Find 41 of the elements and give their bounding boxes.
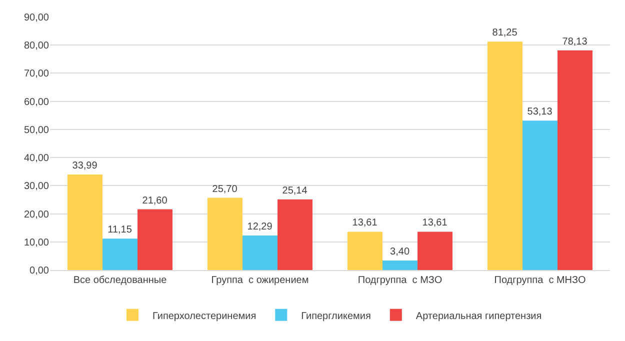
bar [68, 174, 102, 270]
data-label: 13,61 [352, 218, 378, 229]
y-tick-label: 80,00 [24, 40, 50, 52]
bar [278, 199, 312, 270]
legend-label: Гиперхолестеринемия [152, 310, 256, 322]
y-tick-label: 30,00 [24, 181, 50, 192]
data-label: 21,60 [142, 195, 168, 206]
bar [348, 232, 382, 270]
x-tick-label: Все обследованные [73, 275, 168, 286]
y-tick-label: 40,00 [24, 153, 50, 164]
data-label: 3,40 [390, 246, 410, 258]
y-tick-label: 50,00 [24, 124, 50, 136]
x-tick-label: Подгруппа с МНЗО [494, 275, 586, 286]
bar [208, 198, 242, 270]
bar [242, 235, 278, 270]
data-label: 25,70 [212, 184, 238, 195]
bar [522, 120, 558, 270]
bar [382, 260, 418, 270]
y-tick-label: 20,00 [24, 209, 50, 220]
y-tick-label: 60,00 [24, 96, 50, 108]
bar [488, 42, 522, 270]
bar [102, 238, 138, 270]
y-tick-label: 0,00 [30, 266, 50, 276]
bar [138, 209, 172, 270]
y-tick-label: 90,00 [24, 12, 50, 24]
data-label: 11,15 [108, 224, 132, 236]
data-label: 12,29 [247, 221, 273, 232]
data-label: 25,14 [282, 185, 308, 196]
data-label: 13,61 [422, 218, 448, 229]
y-tick-label: 10,00 [24, 237, 50, 248]
data-label: 78,13 [562, 36, 588, 48]
legend-label: Артериальная гипертензия [416, 310, 542, 322]
x-tick-label: Группа с ожирением [211, 275, 309, 286]
y-tick-label: 70,00 [24, 68, 50, 80]
data-label: 33,99 [72, 160, 98, 172]
bar [558, 50, 592, 270]
data-label: 81,25 [492, 28, 518, 39]
legend-label: Гипергликемия [301, 310, 371, 322]
bar [418, 232, 452, 270]
data-label: 53,13 [527, 106, 553, 118]
x-tick-label: Подгруппа с МЗО [358, 275, 442, 286]
